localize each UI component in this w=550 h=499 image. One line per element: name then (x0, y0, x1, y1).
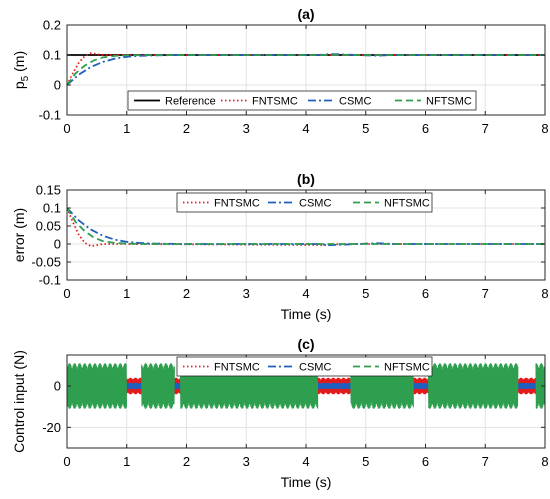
legend: FNTSMC CSMC NFTSMC (176, 192, 433, 213)
x-tick-label: 3 (243, 454, 250, 469)
subplot-3: 0 1 2 3 4 5 6 7 8 -20 0 (c) Time (s) Control input (N… (11, 336, 549, 490)
legend-label-reference: Reference (165, 96, 216, 108)
x-tick-label: 8 (541, 286, 548, 301)
x-tick-label: 2 (183, 121, 190, 136)
legend: Reference FNTSMC CSMC NFTSMC (127, 90, 477, 111)
x-tick-label: 4 (302, 286, 309, 301)
legend-label-nftsmc: NFTSMC (426, 96, 472, 108)
x-tick-label: 1 (123, 454, 130, 469)
x-tick-label: 7 (482, 454, 489, 469)
legend-label-fntsmc: FNTSMC (214, 198, 260, 210)
legend-label-fntsmc: FNTSMC (214, 362, 260, 374)
x-axis-label: Time (s) (281, 474, 332, 490)
legend-box (176, 356, 433, 377)
y-tick-label: 0 (54, 379, 61, 394)
y-tick-label: 0.05 (36, 219, 61, 234)
legend-label-csmc: CSMC (299, 362, 331, 374)
subplot-title: (b) (297, 171, 315, 187)
legend-box (176, 192, 433, 213)
x-tick-label: 7 (482, 286, 489, 301)
y-tick-label: 0 (54, 78, 61, 93)
x-tick-label: 6 (422, 286, 429, 301)
x-tick-label: 0 (63, 286, 70, 301)
subplot-1: 0 1 2 3 4 5 6 7 8-0.100.10.2(a)p5 (m)Reference FN… (11, 6, 549, 136)
x-tick-label: 3 (243, 121, 250, 136)
x-tick-label: 1 (123, 286, 130, 301)
legend-label-csmc: CSMC (339, 96, 371, 108)
legend-label-fntsmc: FNTSMC (252, 96, 298, 108)
x-tick-label: 5 (362, 121, 369, 136)
x-tick-label: 1 (123, 121, 130, 136)
subplot-2: 0 1 2 3 4 5 6 7 8 -0.1 -0.05 0 0.05 0.1 0.15 (b) Time (s… (11, 171, 549, 322)
x-tick-label: 4 (302, 454, 309, 469)
x-tick-label: 2 (183, 454, 190, 469)
y-axis-label: error (m) (11, 208, 27, 262)
series-line-nftsmc (67, 207, 545, 245)
x-tick-label: 6 (422, 121, 429, 136)
y-tick-label: 0 (54, 237, 61, 252)
plot-area (67, 363, 545, 409)
x-tick-label: 4 (302, 121, 309, 136)
x-tick-label: 8 (541, 454, 548, 469)
legend-label-nftsmc: NFTSMC (384, 362, 430, 374)
x-tick-label: 6 (422, 454, 429, 469)
subplot-title: (a) (297, 6, 314, 22)
legend: FNTSMC CSMC NFTSMC (176, 356, 433, 377)
y-tick-label: 0.2 (43, 18, 61, 33)
y-tick-label: 0.1 (43, 201, 61, 216)
plot-area (67, 207, 545, 248)
y-tick-label: 0.1 (43, 48, 61, 63)
x-tick-label: 5 (362, 454, 369, 469)
series-line-nftsmc (67, 363, 545, 409)
subplot-title: (c) (297, 336, 314, 352)
plot-area (67, 52, 545, 86)
y-tick-label: -0.1 (39, 273, 61, 288)
y-tick-label: -0.1 (39, 108, 61, 123)
x-tick-label: 2 (183, 286, 190, 301)
x-tick-label: 0 (63, 121, 70, 136)
x-tick-label: 5 (362, 286, 369, 301)
legend-label-nftsmc: NFTSMC (384, 198, 430, 210)
legend-label-csmc: CSMC (299, 198, 331, 210)
legend-box (127, 90, 477, 111)
x-tick-label: 8 (541, 121, 548, 136)
x-tick-label: 3 (243, 286, 250, 301)
x-axis-label: Time (s) (281, 306, 332, 322)
x-tick-label: 7 (482, 121, 489, 136)
y-tick-label: 0.15 (36, 183, 61, 198)
y-axis-label: Control input (N) (11, 350, 27, 453)
y-axis-label: p5 (m) (11, 51, 31, 89)
series-line-nftsmc (67, 54, 545, 86)
y-tick-label: -20 (42, 420, 61, 435)
y-tick-label: -0.05 (31, 255, 61, 270)
x-tick-label: 0 (63, 454, 70, 469)
